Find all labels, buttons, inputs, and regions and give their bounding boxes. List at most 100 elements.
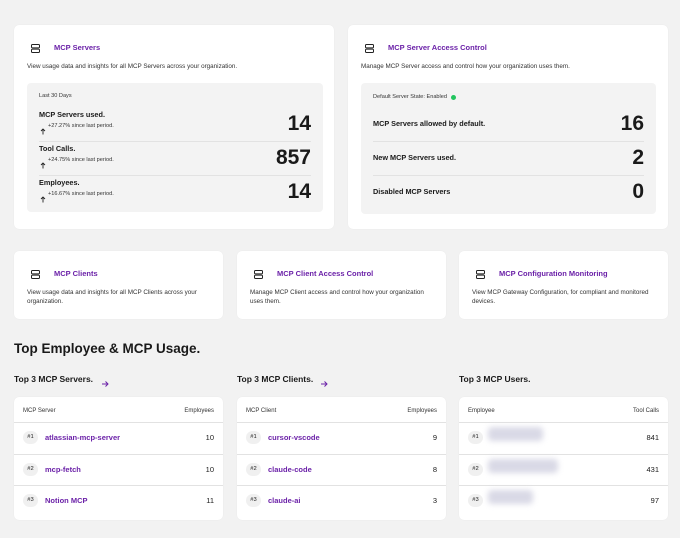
row-name[interactable]: Notion MCP bbox=[45, 496, 88, 505]
stat-label: Tool Calls. bbox=[39, 144, 76, 153]
card-title[interactable]: MCP Servers bbox=[54, 43, 101, 52]
row-value: 10 bbox=[205, 464, 214, 474]
trend-up-icon bbox=[40, 156, 46, 169]
stats-panel: Default Server State: Enabled MCP Servers… bbox=[361, 83, 656, 214]
icon-glyph bbox=[254, 270, 263, 279]
row-separator bbox=[39, 141, 311, 142]
row-name[interactable]: atlassian-mcp-server bbox=[45, 433, 121, 442]
link-card[interactable]: MCP Client Access Control Manage MCP Clie… bbox=[237, 251, 446, 319]
icon bbox=[475, 267, 486, 279]
rank-badge: #2 bbox=[23, 462, 38, 476]
arrow-link[interactable] bbox=[101, 375, 109, 387]
stat-change: +24.75% since last period. bbox=[48, 157, 114, 163]
column-header: Employees bbox=[184, 408, 214, 414]
card-description: Manage MCP Client access and control how… bbox=[250, 289, 424, 305]
row-separator bbox=[14, 453, 223, 455]
stat-label: Employees. bbox=[39, 178, 80, 187]
card-description: View MCP Gateway Configuration, for comp… bbox=[472, 289, 649, 305]
redacted-name bbox=[488, 458, 558, 473]
link-card[interactable]: MCP Clients View usage data and insights … bbox=[14, 251, 223, 319]
card-description: View usage data and insights for all MCP… bbox=[27, 289, 197, 305]
rank-badge: #1 bbox=[23, 431, 38, 444]
stat-value: 857 bbox=[275, 146, 311, 169]
stats-panel: Last 30 Days MCP Servers used. +27.27% sin… bbox=[27, 83, 323, 212]
row-separator bbox=[373, 175, 644, 176]
row-separator bbox=[459, 422, 668, 423]
table-card: MCP Server Employees #1 atlassian-mcp-serve… bbox=[14, 397, 223, 520]
row-name[interactable]: claude-ai bbox=[268, 496, 301, 505]
card-title[interactable]: MCP Configuration Monitoring bbox=[499, 269, 608, 278]
status-dot bbox=[451, 95, 456, 100]
icon bbox=[364, 41, 375, 53]
row-name[interactable]: mcp-fetch bbox=[45, 464, 81, 474]
row-value: 97 bbox=[650, 496, 659, 505]
stat-value: 14 bbox=[287, 112, 311, 135]
status-label: Default Server State: Enabled bbox=[373, 94, 448, 100]
rank-badge: #2 bbox=[468, 462, 483, 476]
rank-badge: #2 bbox=[246, 462, 261, 476]
table-card: Employee Tool Calls #1 841 #2 431 #3 97 bbox=[459, 397, 668, 520]
row-separator bbox=[14, 422, 223, 423]
card-title[interactable]: MCP Clients bbox=[54, 269, 98, 278]
column-header: Tool Calls bbox=[632, 408, 659, 414]
trend-up-icon bbox=[40, 190, 46, 203]
summary-card: MCP Servers View usage data and insights … bbox=[14, 25, 334, 229]
row-value: 9 bbox=[432, 433, 437, 442]
stat-value: 14 bbox=[287, 180, 311, 203]
row-name[interactable]: cursor-vscode bbox=[268, 433, 320, 442]
stat-value: 2 bbox=[632, 146, 644, 169]
row-separator bbox=[39, 175, 311, 176]
rank-badge: #1 bbox=[468, 431, 483, 444]
row-separator bbox=[14, 485, 223, 486]
row-separator bbox=[237, 422, 446, 423]
section-title: Top Employee & MCP Usage. bbox=[14, 341, 201, 356]
stat-change: +27.27% since last period. bbox=[48, 123, 114, 129]
card-title[interactable]: MCP Client Access Control bbox=[277, 269, 374, 278]
table-title[interactable]: Top 3 MCP Servers. bbox=[14, 374, 94, 384]
stat-value: 16 bbox=[620, 112, 644, 135]
column-header: MCP Server bbox=[23, 408, 56, 414]
stat-label: Disabled MCP Servers bbox=[373, 187, 451, 196]
row-separator bbox=[373, 141, 644, 142]
row-value: 11 bbox=[206, 496, 214, 505]
row-name[interactable]: claude-code bbox=[268, 464, 312, 474]
stat-label: MCP Servers allowed by default. bbox=[373, 119, 486, 128]
rank-badge: #3 bbox=[246, 494, 261, 507]
stat-change: +16.67% since last period. bbox=[48, 191, 114, 197]
row-value: 3 bbox=[432, 496, 437, 505]
row-separator bbox=[237, 485, 446, 486]
stat-label: New MCP Servers used. bbox=[373, 153, 457, 162]
table-title: Top 3 MCP Users. bbox=[459, 374, 531, 384]
link-card[interactable]: MCP Configuration Monitoring View MCP Gat… bbox=[459, 251, 668, 319]
column-header: Employees bbox=[407, 408, 437, 414]
icon bbox=[30, 267, 41, 279]
trend-up-icon bbox=[40, 122, 46, 135]
rank-badge: #1 bbox=[246, 431, 261, 444]
row-separator bbox=[459, 485, 668, 486]
stat-label: MCP Servers used. bbox=[39, 110, 105, 119]
redacted-name bbox=[488, 490, 533, 504]
row-separator bbox=[459, 453, 668, 455]
icon bbox=[30, 41, 41, 53]
redacted-name bbox=[488, 427, 543, 441]
card-title[interactable]: MCP Server Access Control bbox=[388, 43, 487, 52]
row-value: 841 bbox=[646, 433, 659, 442]
period-label: Last 30 Days bbox=[39, 93, 72, 99]
table-title[interactable]: Top 3 MCP Clients. bbox=[237, 374, 314, 384]
row-value: 431 bbox=[646, 464, 659, 474]
icon-glyph bbox=[476, 270, 485, 279]
rank-badge: #3 bbox=[468, 494, 483, 507]
row-separator bbox=[237, 453, 446, 455]
stat-value: 0 bbox=[632, 180, 644, 203]
table-card: MCP Client Employees #1 cursor-vscode 9 #2 cla… bbox=[237, 397, 446, 520]
row-value: 8 bbox=[432, 464, 437, 474]
arrow-link[interactable] bbox=[320, 375, 328, 387]
card-description: Manage MCP Server access and control how… bbox=[361, 63, 570, 70]
icon-glyph bbox=[365, 44, 374, 53]
rank-badge: #3 bbox=[23, 494, 38, 507]
column-header: MCP Client bbox=[246, 408, 277, 414]
summary-card: MCP Server Access Control Manage MCP Serv… bbox=[348, 25, 668, 229]
column-header: Employee bbox=[468, 408, 495, 414]
icon bbox=[253, 267, 264, 279]
